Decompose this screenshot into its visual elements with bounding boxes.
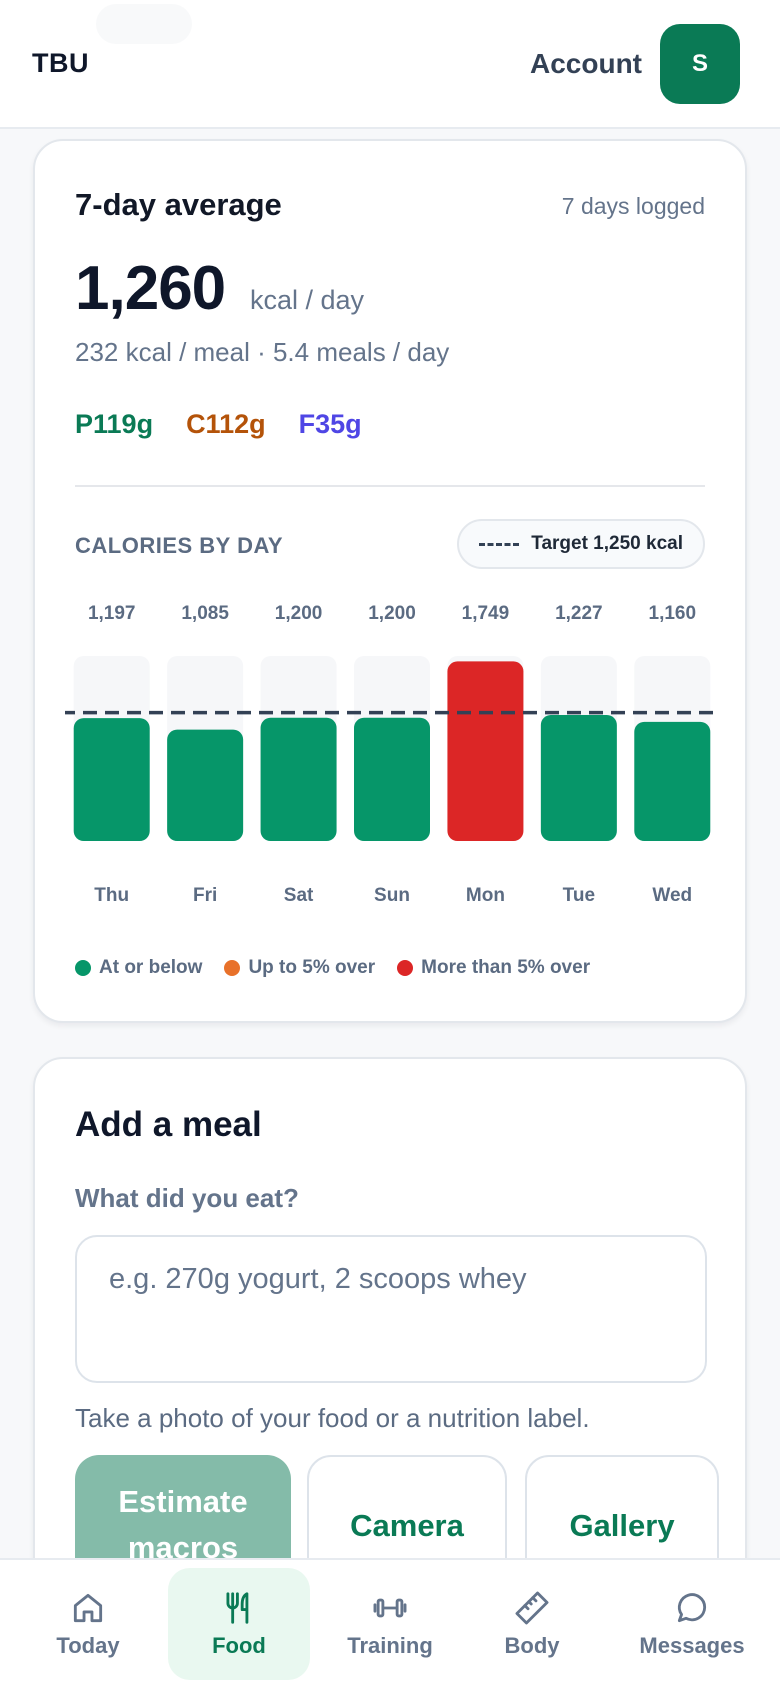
nav-item-food[interactable]: Food [168,1568,310,1680]
home-icon [73,1593,103,1623]
header-placeholder [96,4,192,44]
nav-label: Today [56,1633,120,1658]
target-badge: Target 1,250 kcal [457,519,705,569]
average-kcal-value: 1,260 [75,254,226,323]
bar-value-label: 1,200 [368,603,416,624]
nav-item-training[interactable]: Training [330,1568,450,1680]
divider [75,485,705,487]
bar-value-label: 1,085 [181,603,229,624]
app-header: TBU Account S [0,0,780,129]
ruler-icon [515,1591,549,1625]
nav-label: Training [347,1633,433,1658]
macro-summary: P119g C112g F35g [75,409,362,440]
bar [540,714,617,841]
bar [167,729,244,841]
chart-title: CALORIES BY DAY [75,533,283,558]
bar-value-label: 1,200 [275,603,323,624]
legend-dot-icon [397,960,414,976]
protein-value: P119g [75,409,154,439]
dumbbell-icon [373,1598,407,1618]
nav-item-body[interactable]: Body [482,1568,582,1680]
x-tick-label: Thu [94,885,129,906]
x-tick-label: Sun [374,885,410,906]
legend-item: More than 5% over [397,957,590,979]
legend-dot-icon [75,960,91,976]
target-label: Target 1,250 kcal [531,533,683,554]
bar [634,721,711,841]
meal-question-label: What did you eat? [75,1183,299,1213]
add-meal-title: Add a meal [75,1105,262,1144]
bar-value-label: 1,227 [555,603,603,624]
nav-label: Messages [639,1633,745,1658]
weekly-average-card: 7-day average 7 days logged 1,260 kcal /… [33,139,747,1023]
x-tick-label: Sat [284,885,314,906]
bar-value-label: 1,197 [88,603,136,624]
bar [354,717,430,841]
x-tick-label: Mon [466,885,505,906]
legend-label: More than 5% over [421,957,591,978]
dashed-line-icon [479,542,520,546]
bar [260,717,337,841]
per-meal-stats: 232 kcal / meal · 5.4 meals / day [75,337,450,367]
photo-hint: Take a photo of your food or a nutrition… [75,1403,590,1433]
bar-value-label: 1,749 [462,603,510,624]
account-link[interactable]: Account [530,48,642,79]
nav-item-messages[interactable]: Messages [630,1568,754,1680]
bar-value-label: 1,160 [649,603,697,624]
days-logged: 7 days logged [561,193,705,219]
legend-item: Up to 5% over [224,957,375,979]
carbs-value: C112g [186,409,266,439]
meal-description-input[interactable] [75,1235,707,1383]
legend-item: At or below [75,957,202,979]
chart-legend: At or below Up to 5% over More than 5% o… [75,957,590,979]
fat-value: F35g [298,409,362,439]
x-tick-label: Tue [563,885,595,906]
bar [73,718,150,841]
card-title: 7-day average [75,187,282,222]
x-tick-label: Wed [652,885,692,906]
bottom-nav: Today Food Training Body Messages [0,1558,780,1688]
legend-label: Up to 5% over [248,957,376,978]
calories-bar-chart: 1,197 Thu 1,085 Fri 1,200 Sat 1,200 Sun 1,749 Mon… [65,603,719,906]
bar [447,661,524,841]
x-tick-label: Fri [193,885,217,906]
legend-dot-icon [224,960,241,976]
brand-logo[interactable]: TBU [32,48,89,78]
nav-label: Body [504,1633,560,1658]
fork-knife-icon [226,1592,249,1624]
avatar[interactable]: S [660,24,740,104]
chat-bubble-icon [677,1593,707,1623]
average-kcal-unit: kcal / day [250,285,365,315]
nav-label: Food [212,1633,266,1658]
legend-label: At or below [99,957,203,978]
nav-item-today[interactable]: Today [34,1568,142,1680]
